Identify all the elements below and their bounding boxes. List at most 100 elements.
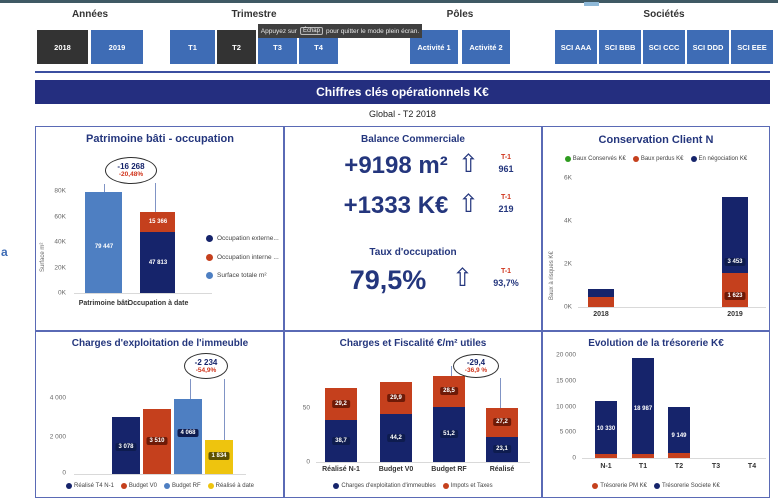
charges-x-axis-line <box>74 474 246 475</box>
tresorerie-bar-n1-societe[interactable] <box>595 401 617 454</box>
red-dot-icon <box>442 483 449 489</box>
navy-dot-icon <box>653 483 660 489</box>
patrimoine-legend-occupation-interne: Occupation interne ... <box>206 254 279 261</box>
window-top-edge <box>0 0 778 3</box>
tresorerie-legend-label-2: Trésorerie Societe K€ <box>661 483 720 489</box>
conservation-tick-0k: 0K <box>564 303 572 311</box>
fiscalite-category-3: Budget RF <box>431 466 467 473</box>
panel-conservation-frame <box>542 126 770 331</box>
conservation-title: Conservation Client N <box>598 134 714 146</box>
filter-button-activite-2[interactable]: Activité 2 <box>462 30 510 64</box>
tresorerie-bar-t1-societe[interactable] <box>632 358 654 454</box>
filter-button-sci-bbb[interactable]: SCI BBB <box>599 30 641 64</box>
tresorerie-tick-0: 0 <box>572 454 576 462</box>
tooltip-text-suffix: pour quitter le mode plein écran. <box>325 27 420 35</box>
red-dot-icon <box>206 254 213 261</box>
tresorerie-category-n1: N-1 <box>600 463 612 470</box>
fiscalite-annotation-value: -29,4 <box>466 357 486 367</box>
tresorerie-category-t4: T4 <box>747 463 757 470</box>
charges-tick-0: 0 <box>62 469 66 477</box>
conservation-bar-2018-perdus[interactable] <box>588 297 614 307</box>
conservation-value-perdus: 1 623 <box>724 292 746 300</box>
fiscalite-taxes-value-4: 27,2 <box>493 418 511 426</box>
patrimoine-legend-surface-totale: Surface totale m² <box>206 272 267 279</box>
navy-dot-icon <box>333 483 340 489</box>
navy-dot-icon <box>206 235 213 242</box>
filter-button-2018[interactable]: 2018 <box>37 30 88 64</box>
green-dot-icon <box>564 156 571 162</box>
filter-button-sci-aaa[interactable]: SCI AAA <box>555 30 597 64</box>
charges-legend: Réalisé T4 N-1 Budget V0 Budget RF Réali… <box>40 483 280 489</box>
patrimoine-bar-occupation-externe[interactable] <box>140 232 175 293</box>
balance-kpi-valeur: +1333 K€ <box>343 192 449 219</box>
filter-button-2019[interactable]: 2019 <box>91 30 143 64</box>
balance-kpi1-ref-label: T-1 <box>500 154 512 161</box>
balance-kpi1-ref-value: 961 <box>498 164 514 174</box>
dashboard-subtitle: Global - T2 2018 <box>369 109 436 119</box>
charges-value-4: 1 834 <box>208 452 230 460</box>
panel-tresorerie-frame <box>542 331 770 498</box>
slicer-label-trimestre: Trimestre <box>231 9 277 20</box>
fiscalite-legend-label-1: Charges d'exploitation d'immeubles <box>341 483 436 489</box>
tresorerie-bar-t2-societe[interactable] <box>668 407 690 453</box>
fiscalite-title: Charges et Fiscalité €/m² utiles <box>339 338 487 349</box>
up-arrow-icon: ⇧ <box>458 150 479 178</box>
conservation-bar-2019-perdus[interactable] <box>722 273 748 307</box>
charges-annotation-value: -2 234 <box>194 357 218 367</box>
tresorerie-bar-t1-pm[interactable] <box>632 454 654 458</box>
tooltip-text-prefix: Appuyez sur <box>260 27 297 35</box>
charges-value-1: 3 078 <box>115 443 137 451</box>
tresorerie-bar-n1-pm[interactable] <box>595 454 617 458</box>
charges-annotation: -2 234 -54,9% <box>184 353 228 379</box>
filter-button-sci-ccc[interactable]: SCI CCC <box>643 30 685 64</box>
conservation-legend-label-2: Baux perdus K€ <box>640 156 684 162</box>
fiscalite-charges-value-2: 44,2 <box>387 434 405 442</box>
panel-charges-fiscalite-frame <box>284 331 542 498</box>
patrimoine-legend-occupation-externe: Occupation externe... <box>206 235 279 242</box>
patrimoine-category-2: Occupation à date <box>127 300 189 307</box>
tresorerie-category-t1: T1 <box>638 463 648 470</box>
conservation-tick-4k: 4K <box>564 217 572 225</box>
tresorerie-category-t3: T3 <box>711 463 721 470</box>
panel-patrimoine-frame <box>35 126 284 331</box>
escape-key-badge: Échap <box>299 27 323 35</box>
taux-occupation-value: 79,5% <box>349 265 427 295</box>
tresorerie-value-t1: 18 987 <box>633 406 653 412</box>
tresorerie-bar-t2-pm[interactable] <box>668 453 690 458</box>
charges-annotation-connector-left <box>190 379 191 399</box>
window-top-accent <box>584 2 599 6</box>
fiscalite-charges-value-3: 51,2 <box>440 430 458 438</box>
conservation-value-negociation: 3 453 <box>724 258 746 266</box>
navy-dot-icon <box>66 483 72 489</box>
patrimoine-bar-surface-totale[interactable] <box>85 192 122 293</box>
fiscalite-taxes-value-2: 29,9 <box>387 394 405 402</box>
charges-tick-2000: 2 000 <box>49 433 66 441</box>
fiscalite-taxes-value-1: 29,2 <box>332 400 350 408</box>
yellow-dot-icon <box>207 483 214 489</box>
patrimoine-tick-60k: 60K <box>54 213 66 221</box>
fiscalite-annotation: -29,4 -36,9 % <box>453 354 499 378</box>
filter-button-t2[interactable]: T2 <box>217 30 256 64</box>
fiscalite-legend-label-2: Impots et Taxes <box>450 483 493 489</box>
charges-annotation-pct: -54,9% <box>195 366 217 374</box>
conservation-tick-2k: 2K <box>564 260 572 268</box>
taux-occupation-title: Taux d'occupation <box>369 247 457 258</box>
conservation-bar-2018-negociation[interactable] <box>588 289 614 297</box>
charges-legend-label-4: Réalisé à date <box>215 483 254 489</box>
filter-button-sci-eee[interactable]: SCI EEE <box>731 30 773 64</box>
patrimoine-annotation-value: -16 268 <box>117 162 145 172</box>
patrimoine-category-1: Patrimoine bâti <box>78 300 130 307</box>
fiscalite-charges-value-4: 23,1 <box>493 445 511 453</box>
patrimoine-legend-label-2: Occupation interne ... <box>217 254 279 261</box>
up-arrow-icon: ⇧ <box>452 264 473 292</box>
fiscalite-charges-value-1: 38,7 <box>332 437 350 445</box>
tresorerie-tick-20000: 20 000 <box>556 351 576 359</box>
conservation-category-2018: 2018 <box>593 311 609 318</box>
filter-button-t1[interactable]: T1 <box>170 30 215 64</box>
fiscalite-x-axis-line <box>316 462 530 463</box>
conservation-y-axis-label: Baux à risques K€ <box>549 251 555 300</box>
charges-value-3: 4 068 <box>177 429 199 437</box>
filter-button-sci-ddd[interactable]: SCI DDD <box>687 30 729 64</box>
patrimoine-bar-occupation-interne[interactable] <box>140 212 175 232</box>
